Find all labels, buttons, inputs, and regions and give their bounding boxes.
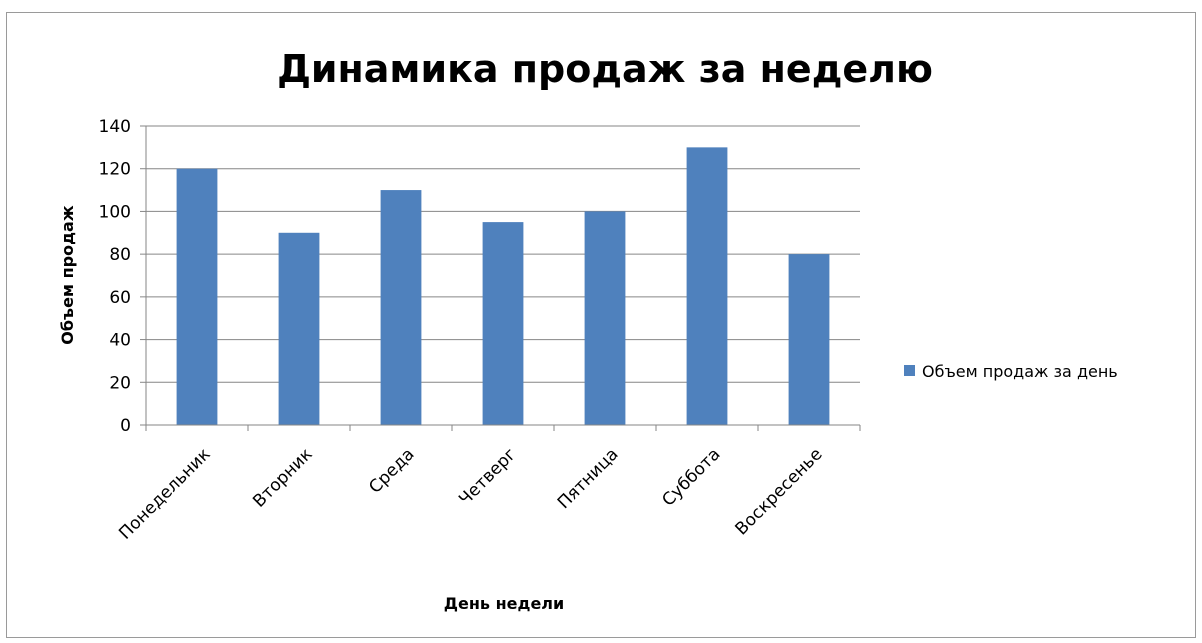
- x-tick-label: Суббота: [658, 444, 724, 510]
- y-tick-label: 100: [99, 202, 131, 222]
- bar-3: [380, 190, 422, 425]
- legend-label: Объем продаж за день: [922, 362, 1118, 381]
- axes: [140, 125, 861, 431]
- x-tick-label: Понедельник: [115, 444, 214, 543]
- legend: Объем продаж за день: [904, 362, 1118, 381]
- bars: [176, 147, 830, 425]
- x-tick-label: Воскресенье: [732, 444, 827, 539]
- x-tick-label: Среда: [365, 444, 418, 497]
- bar-4: [482, 222, 524, 425]
- x-tick-label: Пятница: [554, 444, 623, 513]
- y-tick-label: 60: [109, 288, 131, 308]
- legend-swatch: [904, 365, 915, 376]
- bar-7: [788, 254, 830, 425]
- grid-lines: [146, 125, 860, 383]
- bar-2: [278, 232, 320, 425]
- x-tick-label: Четверг: [455, 444, 520, 509]
- chart-title: Динамика продаж за неделю: [277, 47, 933, 91]
- x-tick-label: Вторник: [249, 444, 316, 511]
- y-tick-label: 80: [109, 245, 131, 265]
- bar-1: [176, 168, 218, 425]
- y-tick-label: 140: [99, 117, 131, 137]
- bar-5: [584, 211, 626, 425]
- y-tick-label: 40: [109, 331, 131, 351]
- x-tick-labels: Понедельник Вторник Среда Четверг Пятница Суб…: [115, 444, 826, 543]
- x-axis-title: День недели: [444, 594, 564, 613]
- y-axis-title: Объем продаж: [58, 205, 77, 345]
- y-tick-label: 20: [109, 373, 131, 393]
- y-tick-label: 0: [120, 416, 131, 436]
- y-tick-labels: 0 20 40 60 80 100 120 140: [99, 117, 131, 436]
- bar-6: [686, 147, 728, 425]
- y-tick-label: 120: [99, 160, 131, 180]
